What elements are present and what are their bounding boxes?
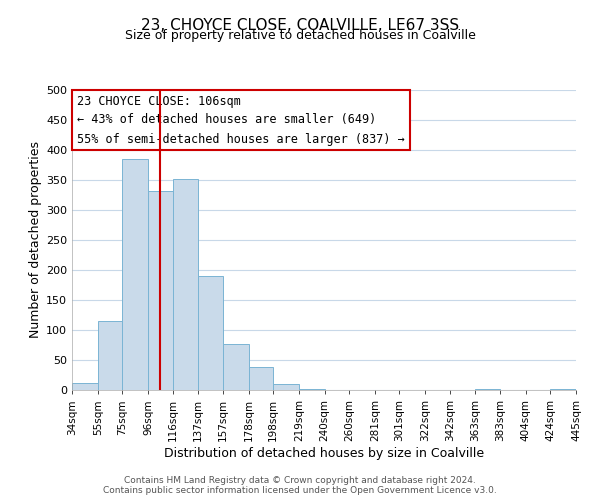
Bar — [199, 276, 223, 390]
Bar — [173, 179, 199, 390]
Text: Contains HM Land Registry data © Crown copyright and database right 2024.: Contains HM Land Registry data © Crown c… — [124, 476, 476, 485]
Text: Contains public sector information licensed under the Open Government Licence v3: Contains public sector information licen… — [103, 486, 497, 495]
Bar — [299, 389, 325, 390]
Text: 23 CHOYCE CLOSE: 106sqm
← 43% of detached houses are smaller (649)
55% of semi-d: 23 CHOYCE CLOSE: 106sqm ← 43% of detache… — [77, 94, 405, 146]
Text: 23, CHOYCE CLOSE, COALVILLE, LE67 3SS: 23, CHOYCE CLOSE, COALVILLE, LE67 3SS — [141, 18, 459, 32]
Bar — [273, 384, 299, 390]
Bar — [122, 159, 148, 390]
Bar — [72, 383, 98, 390]
Text: Size of property relative to detached houses in Coalville: Size of property relative to detached ho… — [125, 29, 475, 42]
Y-axis label: Number of detached properties: Number of detached properties — [29, 142, 42, 338]
Bar — [98, 321, 122, 390]
X-axis label: Distribution of detached houses by size in Coalville: Distribution of detached houses by size … — [164, 446, 484, 460]
Bar — [248, 367, 273, 390]
Bar — [148, 191, 173, 390]
Bar — [223, 344, 248, 390]
